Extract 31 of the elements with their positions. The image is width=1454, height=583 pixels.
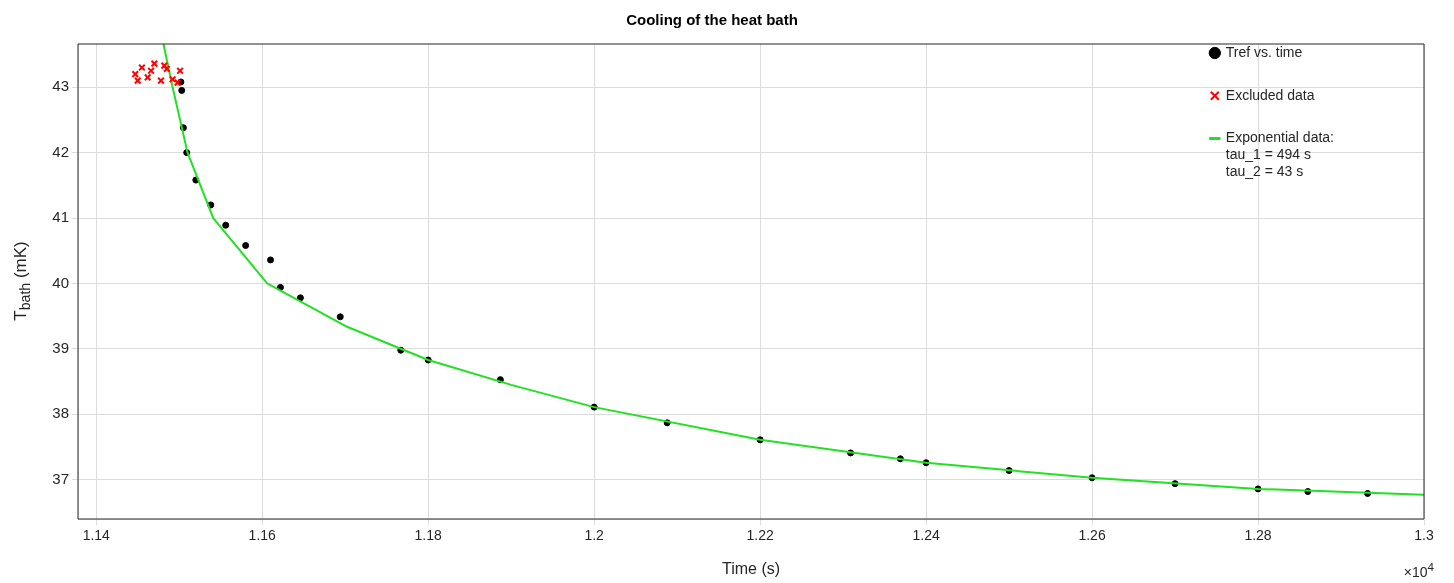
x-tick-label: 1.26 <box>1078 527 1106 544</box>
point <box>336 313 344 321</box>
x-tick-label: 1.24 <box>912 527 940 544</box>
point <box>157 76 165 85</box>
point <box>276 283 284 291</box>
legend-label: Exponential data: tau_1 = 494 s tau_2 = 43 s <box>1225 129 1335 180</box>
legend-label: Tref vs. time <box>1225 43 1303 60</box>
x-tick-label: 1.2 <box>584 527 605 544</box>
y-tick-label: 40 <box>52 273 69 291</box>
x-tick-label: 1.16 <box>248 527 277 544</box>
x-tick-label: 1.3 <box>1414 527 1434 544</box>
y-tick-label: 37 <box>52 469 69 487</box>
y-tick-label: 43 <box>52 77 69 95</box>
point <box>173 78 182 87</box>
legend-label: Excluded data <box>1225 86 1315 103</box>
point <box>242 242 250 250</box>
x-tick-label: 1.28 <box>1244 527 1272 544</box>
x-tick-label: 1.18 <box>414 527 443 544</box>
point <box>222 221 230 229</box>
y-tick-label: 42 <box>52 142 69 160</box>
x-axis-title: Time (s) <box>721 559 781 577</box>
point <box>267 256 275 264</box>
text: ×10$^{4}$ <box>1403 560 1434 580</box>
point <box>178 86 186 94</box>
point <box>160 61 169 70</box>
x-tick-label: 1.14 <box>82 527 111 544</box>
chart-title: Cooling of the heat bath <box>626 11 798 29</box>
y-tick-label: 38 <box>52 404 69 422</box>
x-tick-label: 1.22 <box>746 527 774 544</box>
y-tick-label: 41 <box>52 208 69 226</box>
y-tick-label: 39 <box>52 339 69 357</box>
